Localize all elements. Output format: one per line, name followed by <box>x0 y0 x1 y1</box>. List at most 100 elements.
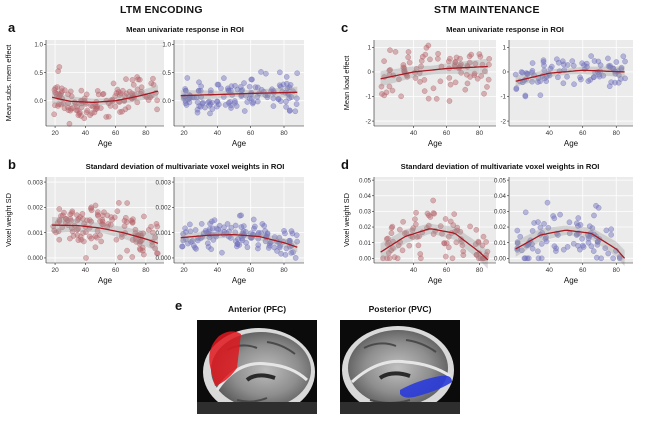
data-point <box>209 218 215 225</box>
data-point <box>405 49 412 55</box>
y-axis-label: Mean load effect <box>342 56 351 111</box>
data-point <box>69 208 76 215</box>
x-axis-label: Age <box>564 139 579 148</box>
data-point <box>435 50 441 57</box>
confidence-band <box>380 58 488 87</box>
data-point <box>78 104 85 111</box>
data-point <box>248 76 255 83</box>
data-point <box>477 255 484 262</box>
data-point <box>283 98 289 105</box>
y-tick-label: 0 <box>368 69 372 76</box>
data-point <box>410 225 417 231</box>
data-point <box>192 227 199 233</box>
data-point <box>211 217 218 224</box>
data-point <box>55 228 62 235</box>
data-point <box>65 91 71 98</box>
chart-a-anterior: 20 40 60 80 0.0 0.5 1.0 Age Mean subs. mem effec… <box>4 40 164 148</box>
data-point <box>118 234 125 240</box>
x-tick-label: 20 <box>180 267 188 274</box>
data-point <box>294 70 301 77</box>
data-point <box>608 226 615 233</box>
data-point <box>250 216 257 223</box>
data-point <box>294 95 300 102</box>
data-point <box>241 108 248 114</box>
data-point <box>119 108 125 115</box>
data-point <box>52 85 59 91</box>
data-point <box>180 231 186 237</box>
data-point <box>150 229 156 236</box>
data-point <box>538 241 545 247</box>
y-tick-label: 0.05 <box>359 177 372 184</box>
x-tick-label: 40 <box>546 130 554 137</box>
data-point <box>113 236 120 243</box>
data-point <box>258 69 264 75</box>
data-point <box>380 255 386 262</box>
panel-label-d: d <box>341 157 349 172</box>
posterior-label: Posterior (PVC) <box>368 304 432 314</box>
data-point <box>110 80 117 87</box>
x-tick-label: 40 <box>214 130 222 137</box>
data-point <box>529 228 536 234</box>
data-point <box>209 225 216 232</box>
plot-area <box>46 40 164 126</box>
data-point <box>214 81 221 88</box>
confidence-band <box>515 66 625 87</box>
data-point <box>591 74 597 80</box>
data-point <box>281 227 287 234</box>
data-point <box>222 102 229 108</box>
data-point <box>430 197 437 204</box>
data-point <box>529 60 536 66</box>
data-point <box>413 209 419 216</box>
x-tick-label: 80 <box>476 130 484 137</box>
data-point <box>529 241 535 247</box>
data-point <box>389 87 396 94</box>
y-axis-label: Voxel weight SD <box>4 193 13 247</box>
data-point <box>261 223 268 229</box>
data-point <box>95 91 102 98</box>
fit-line <box>180 91 298 97</box>
data-point <box>198 220 205 227</box>
data-point <box>418 255 424 262</box>
data-point <box>55 103 61 109</box>
data-point <box>406 59 413 66</box>
data-point <box>437 223 444 229</box>
data-point <box>94 88 101 94</box>
x-tick-label: 80 <box>142 267 150 274</box>
x-tick-label: 60 <box>579 130 587 137</box>
data-point <box>100 90 107 97</box>
data-point <box>431 210 438 217</box>
data-point <box>479 242 486 249</box>
x-tick-label: 60 <box>443 130 451 137</box>
data-point <box>239 87 246 93</box>
data-point <box>148 80 155 87</box>
data-point <box>513 86 520 93</box>
data-point <box>284 80 290 87</box>
data-point <box>577 74 583 81</box>
data-point <box>59 212 66 219</box>
data-point <box>231 98 238 104</box>
data-point <box>569 58 576 64</box>
data-point <box>442 253 449 260</box>
data-point <box>571 81 577 88</box>
data-point <box>210 237 217 243</box>
data-point <box>232 222 239 229</box>
x-axis-label: Age <box>428 276 443 285</box>
data-point <box>588 53 595 59</box>
data-point <box>587 77 594 83</box>
data-point <box>286 107 293 114</box>
data-point <box>68 217 74 224</box>
data-point <box>559 58 566 65</box>
data-point <box>386 83 393 90</box>
data-point <box>77 234 84 240</box>
roi-anterior <box>209 331 241 386</box>
data-point <box>400 218 406 225</box>
y-tick-label: 0.04 <box>359 193 372 200</box>
data-point <box>154 97 161 104</box>
data-point <box>452 79 459 86</box>
data-point <box>418 63 424 70</box>
data-point <box>238 212 244 219</box>
data-point <box>433 95 440 102</box>
data-point <box>56 64 63 70</box>
data-point <box>545 224 552 231</box>
data-point <box>55 68 61 75</box>
